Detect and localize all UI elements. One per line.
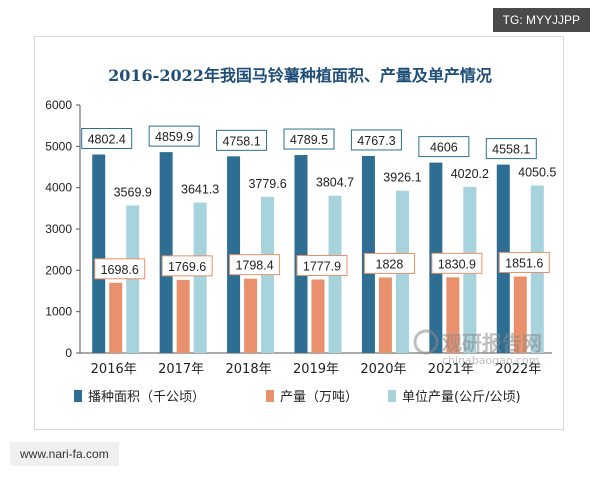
x-tick-label: 2020年: [360, 362, 406, 377]
data-label: 4767.3: [357, 134, 395, 148]
data-label: 4789.5: [290, 133, 328, 147]
chart-title: 2016-2022年我国马铃薯种植面积、产量及单产情况: [108, 66, 492, 85]
data-label: 3641.3: [181, 182, 219, 196]
bar-series-1: [159, 152, 173, 353]
bar-series-2: [446, 277, 460, 353]
legend-label-2: 产量（万吨）: [280, 390, 358, 405]
data-label: 1777.9: [303, 260, 341, 274]
data-label: 4558.1: [492, 143, 530, 157]
data-label: 1769.6: [168, 260, 206, 274]
data-label: 4050.5: [518, 166, 556, 180]
watermark-name: 观研报告网: [442, 331, 542, 355]
y-tick-label: 4000: [45, 181, 72, 195]
data-label-box: [498, 251, 550, 273]
data-label-box: [431, 252, 483, 274]
x-tick-label: 2021年: [428, 362, 474, 377]
data-label-box: [161, 255, 213, 277]
y-tick-label: 5000: [45, 139, 72, 153]
bar-series-2: [244, 278, 258, 353]
bar-series-2: [378, 277, 392, 353]
bar-series-1: [294, 155, 308, 353]
x-tick-label: 2019年: [293, 362, 339, 377]
data-label-box: [418, 136, 470, 158]
x-tick-label: 2022年: [495, 362, 541, 377]
data-label-box: [81, 128, 133, 150]
watermark-site: chinabaogao.com: [442, 354, 540, 367]
data-label: 1830.9: [438, 257, 476, 271]
legend-swatch-2: [266, 390, 274, 402]
data-label: 4758.1: [222, 134, 260, 148]
y-tick-label: 6000: [45, 98, 72, 112]
watermark-logo-icon: [413, 329, 439, 355]
y-tick-label: 0: [65, 346, 72, 360]
legend-label-3: 单位产量(公斤/公顷): [402, 390, 521, 405]
data-label: 1828: [376, 257, 404, 271]
bar-series-2: [176, 279, 190, 353]
bar-series-2: [109, 282, 123, 353]
bar-series-1: [92, 154, 106, 353]
data-label: 1851.6: [505, 256, 543, 270]
data-label: 3926.1: [383, 171, 421, 185]
bar-series-3: [193, 202, 207, 353]
data-label: 4802.4: [88, 133, 126, 147]
data-label: 1698.6: [101, 263, 139, 277]
x-tick-label: 2018年: [226, 362, 272, 377]
data-label: 4606: [430, 141, 458, 155]
data-label-box: [350, 129, 402, 151]
data-label: 4020.2: [451, 167, 489, 181]
bottom-tag: www.nari-fa.com: [10, 442, 119, 466]
data-label: 4859.9: [155, 130, 193, 144]
data-label-box: [296, 255, 348, 277]
data-label: 3779.6: [248, 177, 286, 191]
y-tick-label: 3000: [45, 222, 72, 236]
legend-label-1: 播种面积（千公顷）: [88, 390, 205, 405]
data-label-box: [485, 138, 537, 160]
x-tick-label: 2017年: [158, 362, 204, 377]
legend-swatch-1: [74, 390, 82, 402]
y-tick-label: 1000: [45, 305, 72, 319]
data-label: 3569.9: [114, 185, 152, 199]
data-label: 3804.7: [316, 176, 354, 190]
data-label-box: [229, 254, 281, 276]
data-label-box: [94, 258, 146, 280]
data-label-box: [363, 252, 415, 274]
data-label: 1798.4: [235, 259, 273, 273]
data-label-box: [216, 129, 268, 151]
y-tick-label: 2000: [45, 263, 72, 277]
data-label-box: [283, 128, 335, 150]
bar-series-2: [513, 276, 527, 353]
data-label-box: [148, 125, 200, 147]
bar-series-2: [311, 279, 325, 353]
legend-swatch-3: [388, 390, 396, 402]
watermark: 观研报告网 chinabaogao.com: [413, 329, 542, 367]
x-tick-label: 2016年: [91, 362, 137, 377]
top-tag: TG: MYYJJPP: [492, 8, 590, 32]
